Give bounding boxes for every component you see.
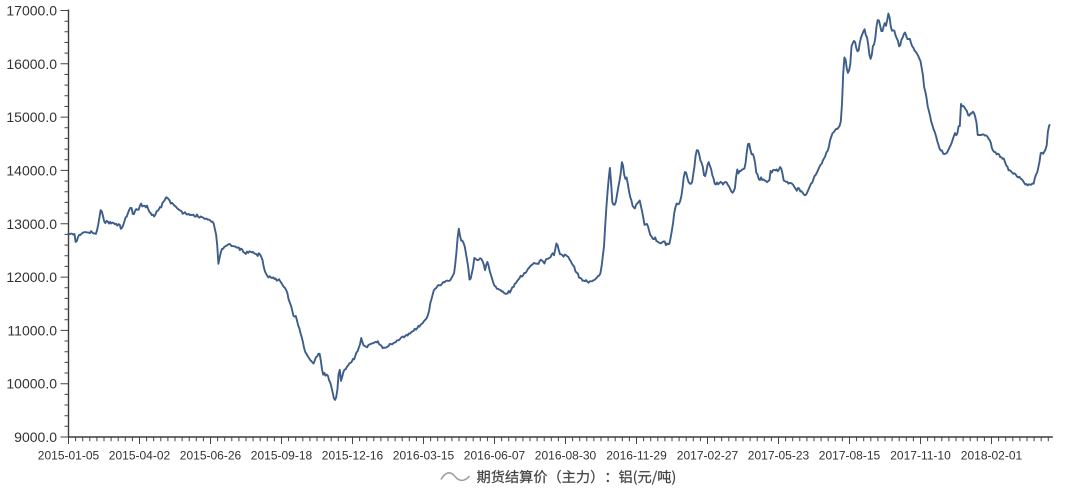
svg-text:9000.0: 9000.0 — [14, 429, 57, 445]
svg-text:2015-09-18: 2015-09-18 — [251, 449, 313, 463]
svg-text:2016-06-07: 2016-06-07 — [464, 449, 526, 463]
svg-text:15000.0: 15000.0 — [6, 109, 57, 125]
svg-text:13000.0: 13000.0 — [6, 216, 57, 232]
svg-text:2017-11-10: 2017-11-10 — [890, 449, 951, 463]
svg-text:2015-01-05: 2015-01-05 — [38, 449, 100, 463]
svg-text:2017-05-23: 2017-05-23 — [748, 449, 810, 463]
svg-text:2015-12-16: 2015-12-16 — [322, 449, 384, 463]
svg-text:2015-06-26: 2015-06-26 — [180, 449, 242, 463]
svg-text:2018-02-01: 2018-02-01 — [961, 449, 1023, 463]
svg-text:16000.0: 16000.0 — [6, 56, 57, 72]
svg-text:2016-08-30: 2016-08-30 — [535, 449, 597, 463]
svg-text:2015-04-02: 2015-04-02 — [109, 449, 171, 463]
svg-text:2017-02-27: 2017-02-27 — [677, 449, 739, 463]
svg-text:10000.0: 10000.0 — [6, 376, 57, 392]
svg-text:2017-08-15: 2017-08-15 — [819, 449, 881, 463]
svg-text:2016-11-29: 2016-11-29 — [606, 449, 667, 463]
svg-text:14000.0: 14000.0 — [6, 162, 57, 178]
svg-text:12000.0: 12000.0 — [6, 269, 57, 285]
svg-text:11000.0: 11000.0 — [7, 322, 57, 338]
svg-text:17000.0: 17000.0 — [6, 3, 57, 19]
svg-text:2016-03-15: 2016-03-15 — [393, 449, 455, 463]
